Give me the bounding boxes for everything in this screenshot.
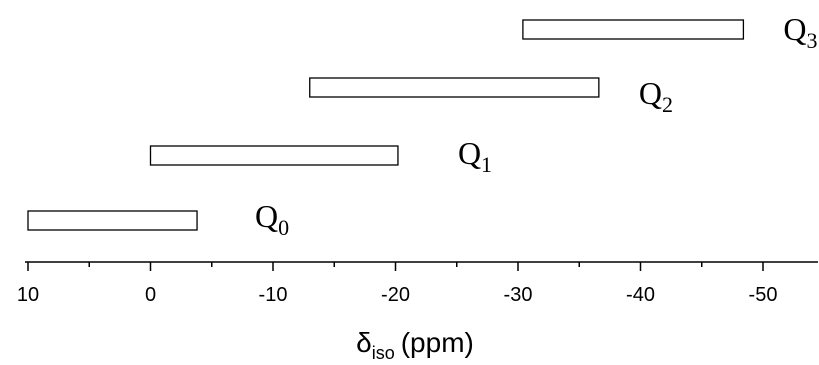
range-label-q3: Q3	[783, 11, 817, 53]
range-label-letter: Q	[458, 135, 481, 171]
range-label-q2: Q2	[639, 75, 673, 117]
x-axis-label-subscript: iso	[372, 343, 395, 363]
tick-label: -30	[504, 284, 533, 306]
range-label-letter: Q	[639, 75, 662, 111]
range-label-q0: Q0	[255, 198, 289, 240]
range-bars	[27, 19, 745, 231]
tick-label: 0	[145, 284, 156, 306]
x-axis-label: δiso (ppm)	[356, 327, 474, 363]
range-bar-q0	[27, 210, 198, 231]
range-label-letter: Q	[783, 11, 806, 47]
tick-label: 10	[17, 284, 39, 306]
range-bar-q1	[149, 145, 399, 166]
range-label-subscript: 3	[807, 28, 818, 53]
tick-label: -50	[749, 284, 778, 306]
x-axis-tick-labels: 10 0 -10 -20 -30 -40 -50	[17, 284, 778, 306]
range-label-subscript: 1	[481, 152, 492, 177]
tick-label: -20	[381, 284, 410, 306]
range-label-subscript: 2	[662, 92, 673, 117]
x-axis-ticks	[27, 262, 764, 271]
tick-label: -10	[259, 284, 288, 306]
range-bar-q2	[309, 77, 600, 98]
tick-label: -40	[626, 284, 655, 306]
range-bar-q3	[522, 19, 745, 40]
x-axis-label-unit: (ppm)	[401, 327, 474, 358]
range-label-subscript: 0	[278, 215, 289, 240]
range-label-q1: Q1	[458, 135, 492, 177]
range-label-letter: Q	[255, 198, 278, 234]
x-axis-label-symbol: δ	[356, 327, 372, 358]
